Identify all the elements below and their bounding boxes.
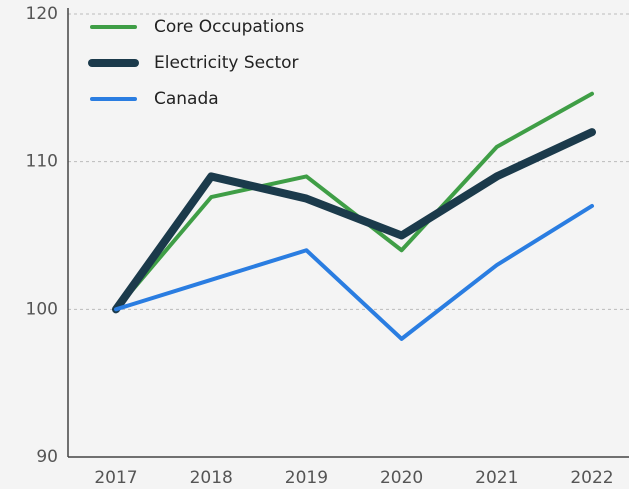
legend-label: Electricity Sector [154,53,299,73]
x-tick-label: 2017 [94,468,137,488]
legend-label: Core Occupations [154,17,304,37]
x-tick-label: 2022 [570,468,613,488]
legend-label: Canada [154,89,219,109]
y-tick-label: 120 [26,4,58,24]
series-line [112,128,596,314]
series-line [114,91,594,312]
y-tick-label: 110 [26,152,58,172]
series-line [114,203,594,341]
x-tick-label: 2021 [475,468,518,488]
y-tick-label: 90 [36,447,58,467]
x-tick-label: 2018 [190,468,233,488]
x-tick-label: 2020 [380,468,423,488]
y-tick-label: 100 [26,299,58,319]
x-tick-label: 2019 [285,468,328,488]
